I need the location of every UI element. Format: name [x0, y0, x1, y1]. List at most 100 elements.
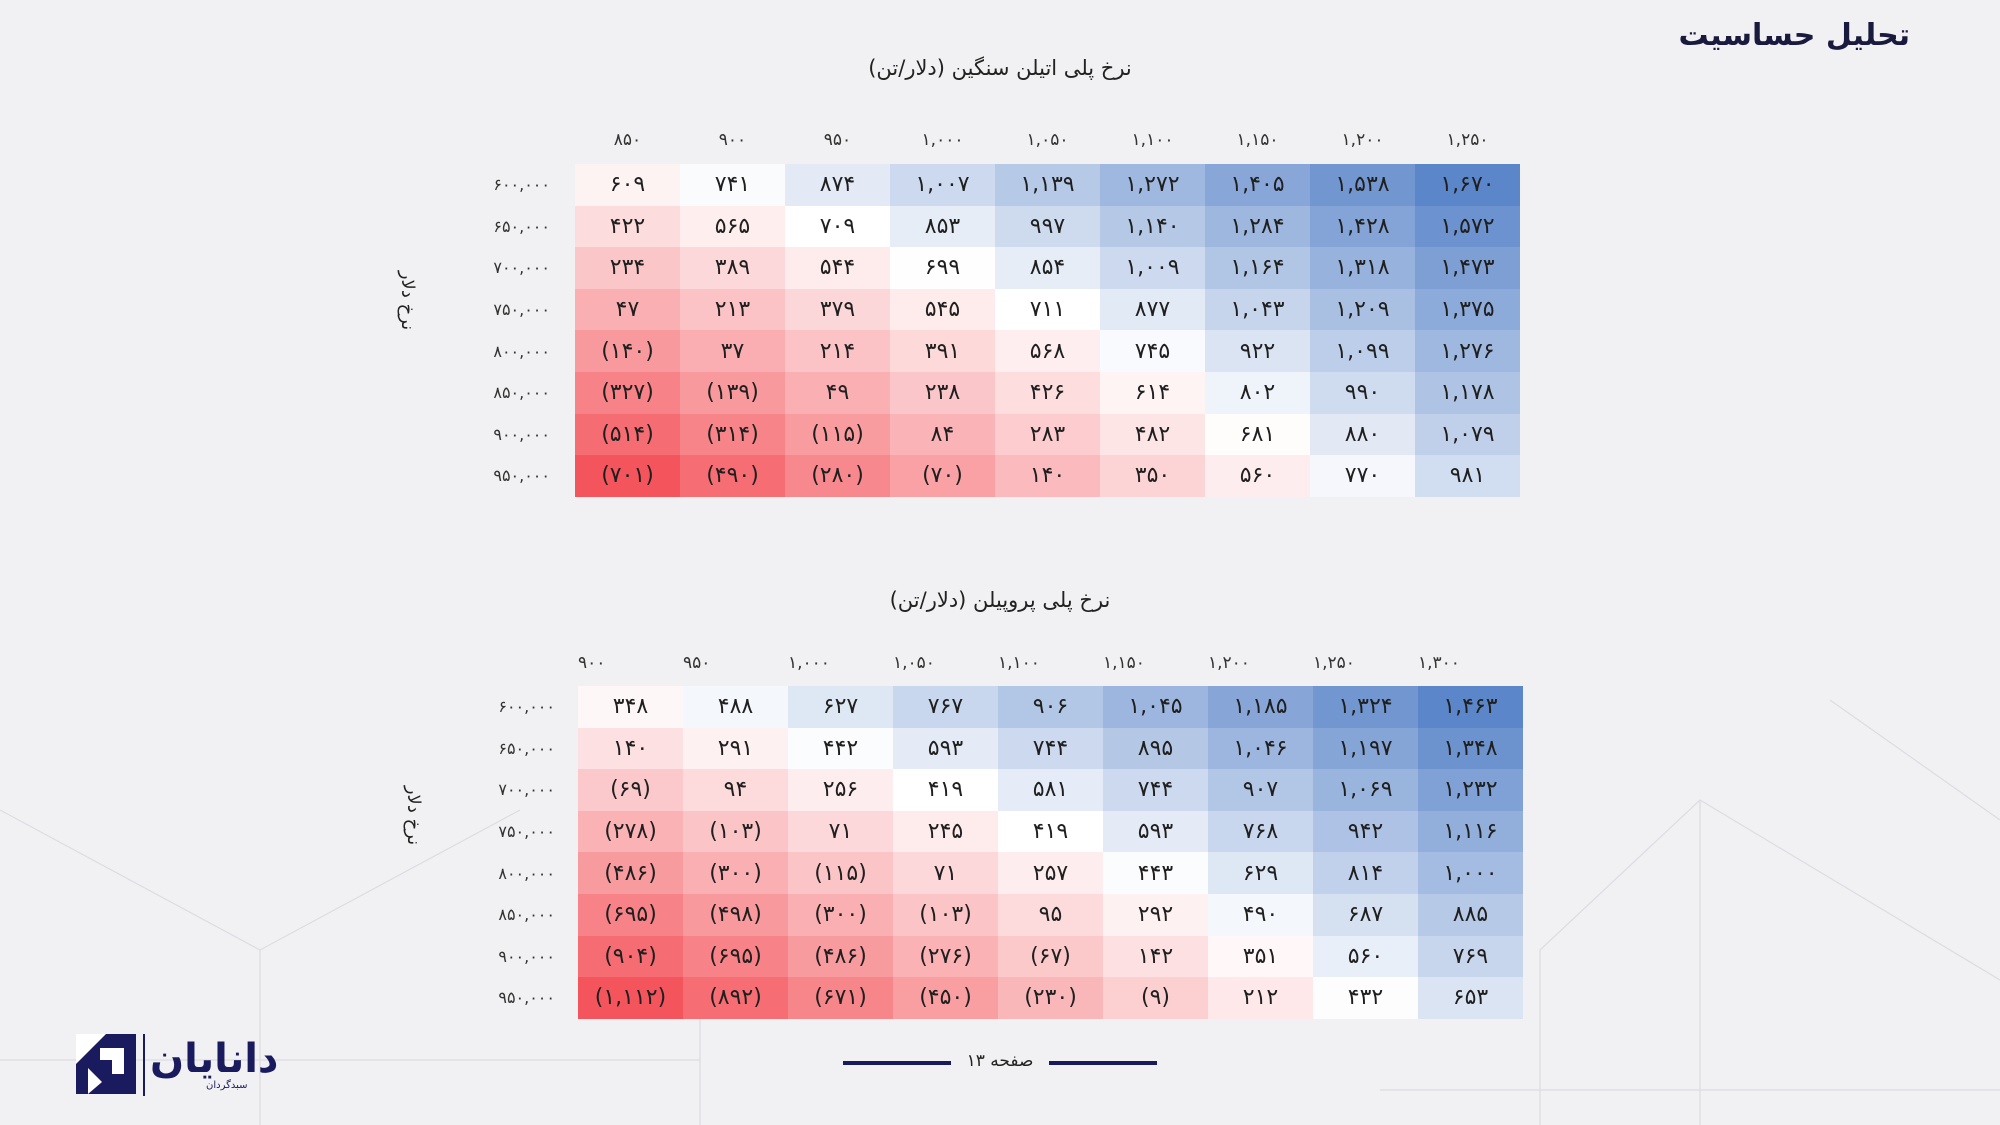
table-cell: ۱,۱۸۵ — [1208, 686, 1313, 728]
brand-name: دانایان — [150, 1036, 279, 1082]
table-cell: ۷۴۱ — [680, 164, 785, 206]
table-cell: (۶۹۵) — [683, 935, 788, 978]
table-cell: ۸۷۷ — [1100, 288, 1205, 331]
table-cell: ۱,۰۶۹ — [1313, 769, 1418, 811]
table-cell: ۸۰۲ — [1205, 371, 1310, 414]
table-cell: ۷۷۰ — [1310, 455, 1415, 497]
table-cell: ۳۹۱ — [890, 330, 995, 372]
table-cell: ۴۴۳ — [1103, 852, 1208, 894]
table-cell: ۹۵ — [998, 893, 1103, 936]
column-header: ۱,۲۰۰ — [1341, 130, 1384, 150]
sensitivity-grid-pp: ۳۴۸ ۴۸۸ ۶۲۷ ۷۶۷ ۹۰۶ ۱,۰۴۵ ۱,۱۸۵ ۱,۳۲۴ ۱,۴۶۳ ۱۴۰ ۲۹… — [578, 686, 1523, 1019]
table-cell: ۵۹۳ — [1103, 810, 1208, 853]
row-header: ۶۰۰,۰۰۰ — [498, 697, 555, 717]
column-header: ۱,۰۵۰ — [893, 653, 935, 673]
table-cell: ۱,۴۰۵ — [1205, 164, 1310, 206]
table-cell: ۲۱۳ — [680, 288, 785, 331]
table-cell: ۱,۱۴۰ — [1100, 205, 1205, 248]
column-header: ۱,۲۵۰ — [1313, 653, 1355, 673]
sensitivity-grid-hdpe: ۶۰۹ ۷۴۱ ۸۷۴ ۱,۰۰۷ ۱,۱۳۹ ۱,۲۷۲ ۱,۴۰۵ ۱,۵۳۸ ۱,۶۷۰ ۴… — [575, 164, 1520, 497]
row-header: ۶۰۰,۰۰۰ — [493, 175, 550, 195]
table-cell: ۶۲۷ — [788, 686, 893, 728]
table-cell: ۸۱۴ — [1313, 852, 1418, 894]
table-cell: ۹۲۲ — [1205, 330, 1310, 372]
table-cell: ۴۳۲ — [1313, 977, 1418, 1019]
footer-line-left — [843, 1061, 951, 1065]
table-cell: ۴۱۹ — [998, 810, 1103, 853]
row-header: ۸۰۰,۰۰۰ — [493, 341, 550, 361]
table-cell: ۲۸۳ — [995, 413, 1100, 456]
danayan-logo-icon — [76, 1034, 136, 1094]
column-header: ۱,۲۵۰ — [1446, 130, 1489, 150]
table-cell: (۳۱۴) — [680, 413, 785, 456]
table-cell: ۵۴۴ — [785, 247, 890, 289]
table-cell: ۷۱ — [893, 852, 998, 894]
table-cell: (۴۸۶) — [788, 935, 893, 978]
table-cell: ۹۹۷ — [995, 205, 1100, 248]
table-cell: ۱,۳۲۴ — [1313, 686, 1418, 728]
row-headers-hdpe: ۶۰۰,۰۰۰ ۶۵۰,۰۰۰ ۷۰۰,۰۰۰ ۷۵۰,۰۰۰ ۸۰۰,۰۰۰ ۸۵۰,۰… — [430, 164, 550, 497]
page-title: تحلیل حساسیت — [1678, 18, 1910, 53]
table-cell: ۱,۶۷۰ — [1415, 164, 1520, 206]
table-cell: ۸۸۵ — [1418, 893, 1523, 936]
table-cell: ۹۴ — [683, 769, 788, 811]
row-header: ۷۰۰,۰۰۰ — [498, 780, 555, 800]
table-cell: (۱۱۵) — [788, 852, 893, 894]
table-cell: ۳۷۹ — [785, 288, 890, 331]
table-cell: ۶۲۹ — [1208, 852, 1313, 894]
column-header: ۹۰۰ — [578, 653, 606, 673]
table-cell: ۵۶۰ — [1205, 455, 1310, 497]
column-header: ۱,۱۵۰ — [1103, 653, 1145, 673]
table-cell: (۶۹) — [578, 769, 683, 811]
table-cell: ۸۹۵ — [1103, 727, 1208, 770]
table-cell: ۶۹۹ — [890, 247, 995, 289]
table-cell: ۹۰۷ — [1208, 769, 1313, 811]
table-cell: (۳۲۷) — [575, 371, 680, 414]
column-header: ۱,۱۰۰ — [1131, 130, 1174, 150]
table-cell: ۶۸۱ — [1205, 413, 1310, 456]
table-cell: ۵۶۰ — [1313, 935, 1418, 978]
table-cell: ۱,۰۹۹ — [1310, 330, 1415, 372]
table-cell: ۱,۰۴۵ — [1103, 686, 1208, 728]
logo-separator — [143, 1034, 145, 1096]
table-cell: ۲۳۴ — [575, 247, 680, 289]
table-cell: (۴۵۰) — [893, 977, 998, 1019]
table-cell: ۴۸۲ — [1100, 413, 1205, 456]
table-cell: (۱۳۹) — [680, 371, 785, 414]
row-axis-label-hdpe: نرخ دلار — [397, 270, 419, 331]
table-cell: ۷۰۹ — [785, 205, 890, 248]
table-cell: ۷۶۸ — [1208, 810, 1313, 853]
column-headers-pp: ۹۰۰ ۹۵۰ ۱,۰۰۰ ۱,۰۵۰ ۱,۱۰۰ ۱,۱۵۰ ۱,۲۰۰ ۱,۲۵۰ ۱,۳۰… — [578, 653, 1523, 677]
column-header: ۸۵۰ — [613, 130, 642, 150]
table-cell: ۱,۳۴۸ — [1418, 727, 1523, 770]
row-header: ۹۰۰,۰۰۰ — [493, 424, 550, 444]
table-cell: ۳۵۱ — [1208, 935, 1313, 978]
table-cell: ۷۴۴ — [998, 727, 1103, 770]
table-cell: ۱,۲۷۲ — [1100, 164, 1205, 206]
table-cell: ۱,۰۴۶ — [1208, 727, 1313, 770]
table-cell: ۶۱۴ — [1100, 371, 1205, 414]
table-cell: (۷۰۱) — [575, 455, 680, 497]
table-cell: ۹۰۶ — [998, 686, 1103, 728]
table-cell: (۵۱۴) — [575, 413, 680, 456]
table-cell: (۲۳۰) — [998, 977, 1103, 1019]
column-header: ۱,۰۰۰ — [788, 653, 830, 673]
column-header: ۱,۱۵۰ — [1236, 130, 1279, 150]
row-header: ۸۵۰,۰۰۰ — [493, 383, 550, 403]
table-cell: ۵۸۱ — [998, 769, 1103, 811]
table-cell: ۱۴۲ — [1103, 935, 1208, 978]
row-header: ۹۵۰,۰۰۰ — [498, 988, 555, 1008]
table-cell: ۶۵۳ — [1418, 977, 1523, 1019]
table-cell: (۱۰۳) — [683, 810, 788, 853]
table-cell: ۵۶۸ — [995, 330, 1100, 372]
column-headers-hdpe: ۸۵۰ ۹۰۰ ۹۵۰ ۱,۰۰۰ ۱,۰۵۰ ۱,۱۰۰ ۱,۱۵۰ ۱,۲۰۰ ۱,۲۵۰ — [575, 130, 1520, 154]
table-cell: ۱,۴۲۸ — [1310, 205, 1415, 248]
table-cell: ۵۶۵ — [680, 205, 785, 248]
row-header: ۷۰۰,۰۰۰ — [493, 258, 550, 278]
table-cell: ۲۱۴ — [785, 330, 890, 372]
table-cell: ۱,۰۴۳ — [1205, 288, 1310, 331]
table-cell: ۷۱ — [788, 810, 893, 853]
table-cell: ۲۴۵ — [893, 810, 998, 853]
table-cell: (۳۰۰) — [788, 893, 893, 936]
table-cell: ۱,۲۷۶ — [1415, 330, 1520, 372]
